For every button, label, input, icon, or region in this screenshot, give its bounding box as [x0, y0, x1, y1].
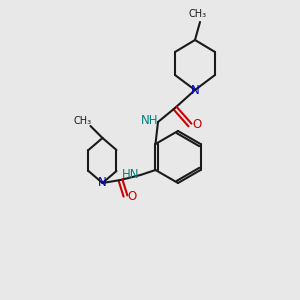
Text: N: N	[98, 176, 107, 188]
Text: CH₃: CH₃	[74, 116, 92, 126]
Text: N: N	[190, 83, 200, 97]
Text: O: O	[128, 190, 137, 202]
Text: CH₃: CH₃	[189, 9, 207, 19]
Text: O: O	[192, 118, 202, 131]
Text: NH: NH	[141, 113, 159, 127]
Text: HN: HN	[122, 169, 139, 182]
